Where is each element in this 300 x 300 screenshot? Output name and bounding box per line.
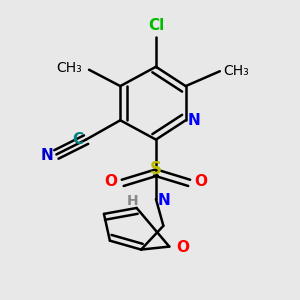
Text: S: S <box>150 160 162 178</box>
Text: N: N <box>187 113 200 128</box>
Text: CH₃: CH₃ <box>56 61 82 75</box>
Text: H: H <box>127 194 138 208</box>
Text: Cl: Cl <box>148 18 164 33</box>
Text: O: O <box>104 174 117 189</box>
Text: N: N <box>41 148 53 163</box>
Text: O: O <box>177 240 190 255</box>
Text: N: N <box>158 193 170 208</box>
Text: C: C <box>72 132 83 147</box>
Text: O: O <box>195 174 208 189</box>
Text: CH₃: CH₃ <box>223 64 249 78</box>
